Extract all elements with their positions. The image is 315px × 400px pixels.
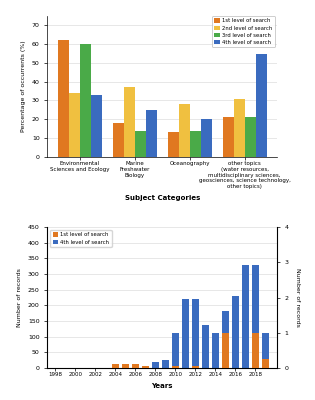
Bar xyxy=(192,366,199,368)
Y-axis label: Percentage of occurrents (%): Percentage of occurrents (%) xyxy=(21,40,26,132)
Bar xyxy=(192,298,199,368)
Bar xyxy=(262,359,269,368)
Bar xyxy=(132,364,139,368)
Bar xyxy=(232,296,239,368)
Bar xyxy=(152,362,159,368)
Bar xyxy=(113,123,124,157)
Bar xyxy=(223,117,234,157)
Bar xyxy=(179,104,190,157)
Bar xyxy=(122,364,129,368)
Bar xyxy=(201,119,212,157)
Legend: 1st level of search, 2nd level of search, 3rd level of search, 4th level of sear: 1st level of search, 2nd level of search… xyxy=(212,16,275,48)
Bar xyxy=(142,366,149,368)
Bar xyxy=(146,110,157,157)
Y-axis label: Number of records: Number of records xyxy=(295,268,300,327)
Bar xyxy=(245,117,256,157)
Legend: 1st level of search, 4th level of search: 1st level of search, 4th level of search xyxy=(50,230,112,247)
Bar xyxy=(222,333,229,368)
Bar xyxy=(252,265,259,368)
Bar xyxy=(234,99,245,157)
Bar xyxy=(80,44,91,157)
Bar xyxy=(172,333,179,368)
Bar xyxy=(124,87,135,157)
Bar xyxy=(202,325,209,368)
Bar xyxy=(132,367,139,368)
Bar xyxy=(69,93,80,157)
Bar xyxy=(190,130,201,157)
Bar xyxy=(242,265,249,368)
X-axis label: Years: Years xyxy=(152,383,173,389)
Bar xyxy=(112,364,119,368)
Bar xyxy=(222,311,229,368)
X-axis label: Subject Categories: Subject Categories xyxy=(124,195,200,201)
Bar xyxy=(252,333,259,368)
Bar xyxy=(91,95,102,157)
Bar xyxy=(212,333,219,368)
Bar xyxy=(142,366,149,368)
Bar xyxy=(168,132,179,157)
Bar xyxy=(58,40,69,157)
Bar xyxy=(162,360,169,368)
Bar xyxy=(135,130,146,157)
Y-axis label: Number of records: Number of records xyxy=(17,268,22,327)
Bar xyxy=(256,54,267,157)
Bar xyxy=(182,298,189,368)
Bar xyxy=(172,366,179,368)
Bar xyxy=(262,333,269,368)
